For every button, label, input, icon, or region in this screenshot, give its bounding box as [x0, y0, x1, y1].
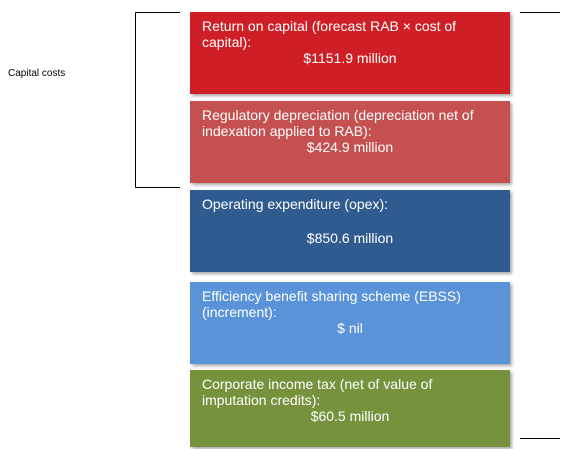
block-description: Return on capital (forecast RAB × cost o… — [202, 18, 457, 50]
block-amount: $60.5 million — [310, 408, 390, 424]
block-amount: $424.9 million — [306, 139, 394, 155]
block-description: Corporate income tax (net of value of im… — [202, 376, 433, 408]
block-description: Operating expenditure (opex): — [202, 196, 388, 212]
block: Return on capital (forecast RAB × cost o… — [190, 12, 510, 94]
block: Operating expenditure (opex): $850.6 mil… — [190, 190, 510, 272]
block-amount: $850.6 million — [306, 230, 394, 246]
block-description: Efficiency benefit sharing scheme (EBSS)… — [202, 288, 461, 320]
block: Corporate income tax (net of value of im… — [190, 370, 510, 447]
group-label: Capital costs — [8, 68, 66, 79]
block: Efficiency benefit sharing scheme (EBSS)… — [190, 282, 510, 364]
block-description: Regulatory depreciation (depreciation ne… — [202, 107, 474, 139]
block-amount: $1151.9 million — [303, 50, 397, 66]
block-amount: $ nil — [337, 320, 363, 336]
block: Regulatory depreciation (depreciation ne… — [190, 101, 510, 183]
